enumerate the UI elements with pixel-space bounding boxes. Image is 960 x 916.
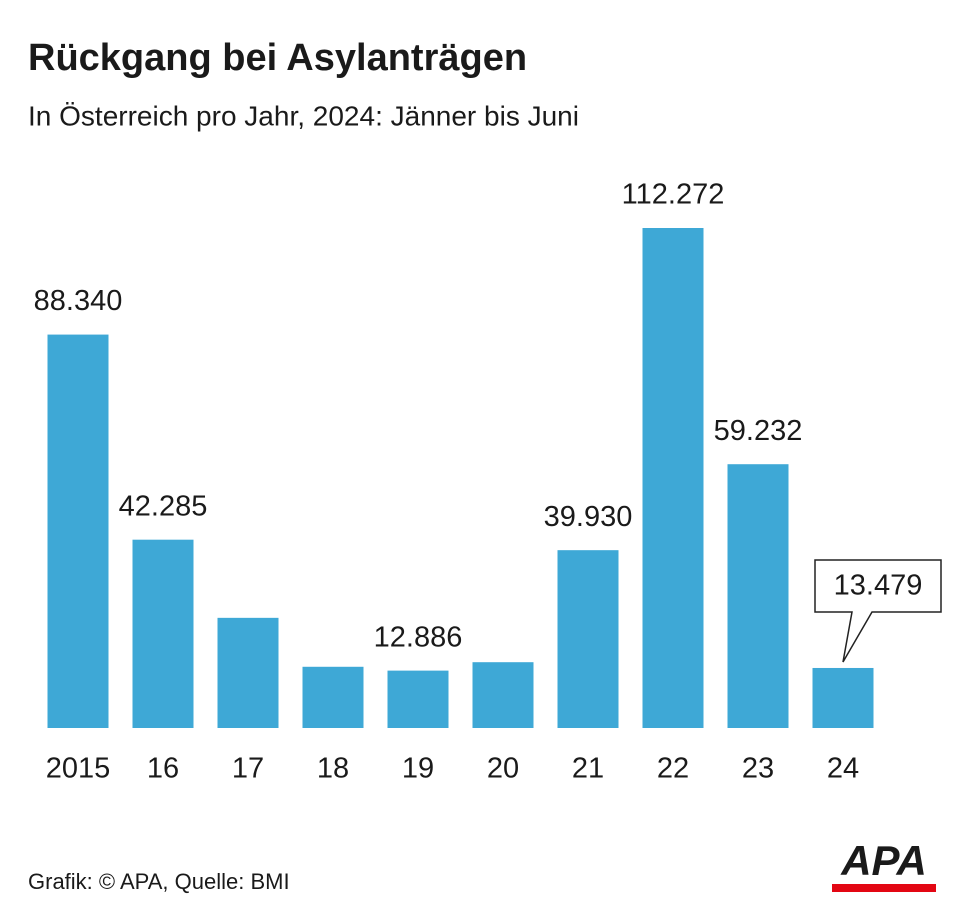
logo-bar	[832, 884, 936, 892]
value-label: 13.479	[834, 570, 923, 602]
bar	[387, 670, 449, 728]
bar	[302, 666, 364, 728]
bar	[472, 662, 534, 728]
x-tick-label: 24	[827, 753, 859, 785]
value-label: 112.272	[622, 179, 725, 211]
value-label: 39.930	[544, 501, 633, 533]
value-label: 12.886	[374, 621, 463, 653]
x-tick-label: 21	[572, 753, 604, 785]
chart-title: Rückgang bei Asylanträgen	[28, 37, 527, 79]
bar	[727, 464, 789, 728]
source: Grafik: © APA, Quelle: BMI	[28, 869, 290, 894]
bar	[812, 667, 874, 728]
x-tick-label: 2015	[46, 753, 111, 785]
value-label: 88.340	[34, 285, 123, 317]
value-label: 59.232	[714, 415, 803, 447]
x-tick-label: 19	[402, 753, 434, 785]
x-tick-label: 23	[742, 753, 774, 785]
x-tick-label: 18	[317, 753, 349, 785]
chart-subtitle: In Österreich pro Jahr, 2024: Jänner bis…	[28, 100, 579, 131]
x-tick-label: 17	[232, 753, 264, 785]
bar	[557, 550, 619, 728]
x-tick-label: 16	[147, 753, 179, 785]
logo: APA	[840, 837, 927, 884]
callout	[814, 559, 942, 663]
bar	[642, 228, 704, 728]
bar	[217, 617, 279, 728]
bar	[132, 539, 194, 728]
x-tick-label: 20	[487, 753, 519, 785]
bar	[47, 334, 109, 728]
value-label: 42.285	[119, 490, 208, 522]
x-tick-label: 22	[657, 753, 689, 785]
